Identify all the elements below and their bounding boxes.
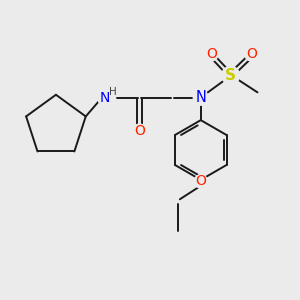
Circle shape — [133, 124, 146, 137]
Circle shape — [245, 48, 258, 61]
Text: N: N — [195, 90, 206, 105]
Text: H: H — [109, 87, 116, 98]
Circle shape — [98, 89, 116, 107]
Text: O: O — [134, 124, 145, 138]
Circle shape — [222, 66, 240, 84]
Text: S: S — [225, 68, 236, 83]
Text: O: O — [206, 47, 217, 61]
Text: O: O — [246, 47, 257, 61]
Text: N: N — [100, 91, 110, 105]
Circle shape — [193, 90, 208, 105]
Circle shape — [194, 175, 207, 188]
Circle shape — [205, 48, 218, 61]
Text: O: O — [195, 174, 206, 188]
